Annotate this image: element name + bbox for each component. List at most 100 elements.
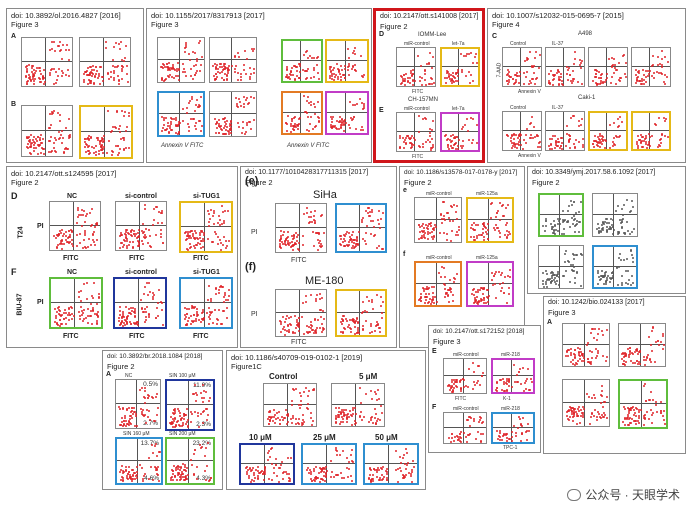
scatter-dot xyxy=(556,72,558,74)
scatter-dot xyxy=(352,104,354,106)
scatter-dot xyxy=(222,69,224,71)
scatter-dot xyxy=(476,382,478,384)
flow-plot xyxy=(545,111,585,151)
axis-label: FITC xyxy=(291,257,307,264)
scatter-dot xyxy=(100,66,102,68)
scatter-dot xyxy=(338,414,340,416)
scatter-dot xyxy=(182,71,184,73)
scatter-dot xyxy=(574,282,576,284)
scatter-dot xyxy=(161,212,163,214)
scatter-dot xyxy=(225,123,227,125)
scatter-dot xyxy=(545,283,547,285)
scatter-dot xyxy=(558,284,560,286)
scatter-dot xyxy=(506,302,508,304)
scatter-dot xyxy=(157,222,159,224)
scatter-dot xyxy=(557,70,559,72)
scatter-dot xyxy=(121,242,123,244)
scatter-dot xyxy=(79,318,81,320)
scatter-dot xyxy=(591,351,593,353)
scatter-dot xyxy=(553,230,555,232)
scatter-dot xyxy=(511,436,513,438)
scatter-dot xyxy=(293,235,295,237)
scatter-dot xyxy=(183,413,185,415)
scatter-dot xyxy=(215,288,217,290)
scatter-dot xyxy=(645,143,647,145)
scatter-dot xyxy=(160,301,162,303)
scatter-dot xyxy=(326,470,328,472)
scatter-dot xyxy=(120,242,122,244)
scatter-dot xyxy=(357,327,359,329)
scatter-dot xyxy=(222,286,224,288)
scatter-dot xyxy=(550,272,552,274)
scatter-dot xyxy=(42,138,44,140)
scatter-dot xyxy=(282,472,284,474)
scatter-dot xyxy=(573,415,575,417)
scatter-dot xyxy=(121,465,123,467)
scatter-dot xyxy=(68,308,70,310)
scatter-dot xyxy=(364,240,366,242)
cell-line-label: A498 xyxy=(578,31,593,37)
scatter-dot xyxy=(87,150,89,152)
scatter-dot xyxy=(49,127,51,129)
scatter-dot xyxy=(648,418,650,420)
scatter-dot xyxy=(214,309,216,311)
scatter-dot xyxy=(474,229,476,231)
scatter-dot xyxy=(92,65,94,67)
scatter-dot xyxy=(322,329,324,331)
scatter-dot xyxy=(421,84,423,86)
scatter-dot xyxy=(539,141,541,143)
scatter-dot xyxy=(29,76,31,78)
scatter-dot xyxy=(632,282,634,284)
scatter-dot xyxy=(594,409,596,411)
scatter-dot xyxy=(26,71,28,73)
scatter-dot xyxy=(86,213,88,215)
scatter-dot xyxy=(421,77,423,79)
scatter-dot xyxy=(639,351,641,353)
scatter-dot xyxy=(413,144,415,146)
scatter-dot xyxy=(651,135,653,137)
scatter-dot xyxy=(86,70,88,72)
scatter-dot xyxy=(188,130,190,132)
scatter-dot xyxy=(356,240,358,242)
scatter-dot xyxy=(287,325,289,327)
scatter-dot xyxy=(482,293,484,295)
scatter-dot xyxy=(590,332,592,334)
scatter-dot xyxy=(340,421,342,423)
scatter-dot xyxy=(486,289,488,291)
scatter-dot xyxy=(178,472,180,474)
scatter-dot xyxy=(148,410,150,412)
scatter-dot xyxy=(433,82,435,84)
scatter-dot xyxy=(635,415,637,417)
scatter-dot xyxy=(171,476,173,478)
scatter-dot xyxy=(147,294,149,296)
scatter-dot xyxy=(602,82,604,84)
scatter-dot xyxy=(462,126,464,128)
scatter-dot xyxy=(474,239,476,241)
scatter-dot xyxy=(194,110,196,112)
scatter-dot xyxy=(201,230,203,232)
scatter-dot xyxy=(508,380,510,382)
scatter-dot xyxy=(310,412,312,414)
scatter-dot xyxy=(122,477,124,479)
scatter-dot xyxy=(473,418,475,420)
scatter-dot xyxy=(341,323,343,325)
scatter-dot xyxy=(27,147,29,149)
scatter-dot xyxy=(576,413,578,415)
scatter-dot xyxy=(93,241,95,243)
scatter-dot xyxy=(446,139,448,141)
scatter-dot xyxy=(431,147,433,149)
scatter-dot xyxy=(319,245,321,247)
scatter-dot xyxy=(121,421,123,423)
scatter-dot xyxy=(54,308,56,310)
scatter-dot xyxy=(619,253,621,255)
scatter-dot xyxy=(509,269,511,271)
flow-plot-highlighted xyxy=(538,193,584,237)
scatter-dot xyxy=(457,439,459,441)
scatter-dot xyxy=(88,139,90,141)
scatter-dot xyxy=(42,75,44,77)
scatter-dot xyxy=(224,125,226,127)
scatter-dot xyxy=(482,232,484,234)
scatter-dot xyxy=(564,261,566,263)
scatter-dot xyxy=(410,473,412,475)
scatter-dot xyxy=(194,384,196,386)
